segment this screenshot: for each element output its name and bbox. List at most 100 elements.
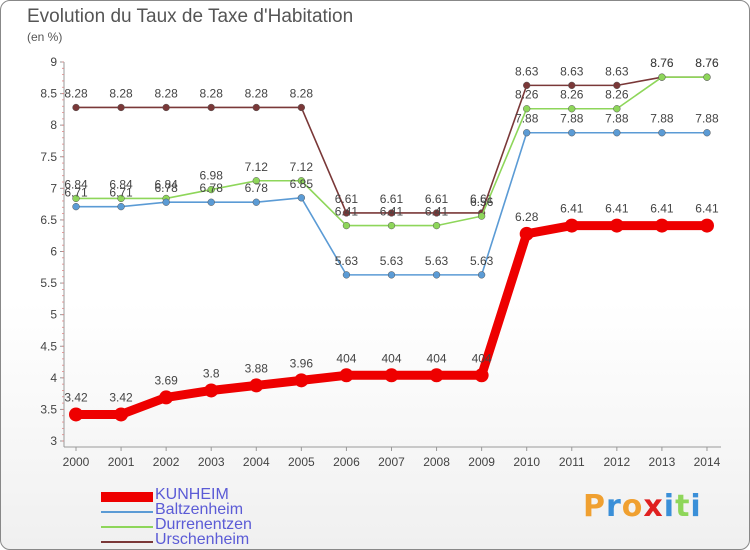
data-label: 7.88	[605, 112, 629, 126]
data-label: 404	[472, 351, 492, 365]
y-tick-label: 8.5	[40, 87, 57, 101]
data-label: 8.63	[605, 64, 629, 78]
data-label: 8.76	[650, 56, 674, 70]
data-label: 8.28	[64, 86, 88, 100]
data-point	[613, 81, 621, 90]
data-point	[72, 194, 80, 203]
series-urschenheim: 8.28 8.28 8.28 8.28 8.28 8.286.61 6.61 6.61 6.61…	[64, 56, 719, 217]
data-label: 6.41	[425, 205, 449, 219]
data-point	[477, 271, 486, 279]
data-point	[432, 271, 441, 279]
data-point	[252, 103, 260, 112]
y-tick-label: 4.5	[40, 339, 57, 353]
data-point	[162, 198, 170, 206]
data-point	[613, 129, 621, 137]
data-point	[477, 212, 486, 220]
chart-title: Evolution du Taux de Taxe d'Habitation	[27, 6, 354, 27]
data-point	[342, 209, 351, 217]
data-point	[429, 368, 444, 383]
data-label: 7.88	[515, 112, 539, 126]
data-label: 6.71	[109, 186, 133, 200]
y-tick-label: 5	[50, 308, 57, 322]
data-label: 6.56	[470, 195, 494, 209]
data-label: 7.88	[560, 112, 584, 126]
data-point	[207, 185, 215, 194]
data-label: 7.12	[290, 160, 314, 174]
logo-letter: x	[643, 489, 664, 524]
logo-letter: i	[690, 489, 702, 524]
data-label: 6.41	[560, 202, 584, 216]
data-label: 5.63	[380, 254, 404, 268]
proxiti-logo: Proxiti	[583, 489, 702, 524]
data-label: 8.63	[515, 64, 539, 78]
data-label: 8.28	[109, 86, 133, 100]
data-point	[72, 203, 80, 211]
data-label: 8.76	[695, 56, 719, 70]
x-tick-label: 2004	[243, 455, 270, 469]
data-point	[564, 218, 579, 233]
data-point	[568, 129, 576, 137]
data-point	[297, 103, 306, 112]
data-label: 8.76	[650, 56, 674, 70]
data-point	[568, 81, 576, 90]
y-tick-label: 4	[50, 371, 57, 385]
data-label: 6.41	[380, 205, 404, 219]
data-point	[568, 105, 576, 113]
data-point	[69, 407, 83, 422]
data-label: 8.26	[515, 88, 539, 102]
data-point	[117, 194, 125, 203]
logo-letter: i	[663, 489, 676, 524]
data-label: 8.63	[560, 64, 584, 78]
data-point	[249, 378, 264, 393]
data-point	[252, 198, 260, 206]
x-tick-label: 2009	[468, 455, 495, 469]
x-tick-label: 2012	[603, 455, 630, 469]
legend-label: Baltzenheim	[155, 501, 244, 518]
data-label: 3.96	[290, 356, 314, 370]
data-point	[384, 368, 399, 383]
data-label: 6.78	[154, 181, 178, 195]
data-point	[699, 218, 714, 233]
data-label: 5.63	[335, 254, 359, 268]
data-point	[117, 203, 125, 211]
logo-letter: t	[675, 489, 691, 524]
y-tick-label: 6.5	[40, 213, 57, 227]
x-tick-label: 2001	[108, 455, 135, 469]
data-label: 3.88	[245, 361, 269, 375]
x-tick-label: 2013	[649, 455, 676, 469]
data-point	[523, 105, 531, 113]
legend-swatch	[101, 526, 153, 528]
data-label: 6.85	[290, 177, 314, 191]
legend-label: Durrenentzen	[155, 516, 252, 533]
x-tick-label: 2008	[423, 455, 450, 469]
data-point	[342, 221, 351, 230]
y-tick-label: 3	[50, 434, 57, 448]
data-label: 3.69	[154, 373, 178, 387]
data-point	[432, 209, 441, 217]
y-tick-label: 9	[50, 55, 57, 69]
data-label: 8.28	[154, 86, 178, 100]
y-tick-label: 5.5	[40, 276, 57, 290]
data-point	[654, 218, 669, 233]
data-point	[207, 103, 215, 112]
data-point	[432, 221, 441, 230]
data-label: 6.84	[109, 177, 133, 191]
x-tick-label: 2005	[288, 455, 315, 469]
data-point	[204, 383, 219, 398]
y-tick-label: 7	[50, 181, 57, 195]
y-tick-label: 8	[50, 118, 57, 132]
logo-letter: r	[606, 489, 622, 524]
x-tick-label: 2007	[378, 455, 405, 469]
data-point	[523, 81, 531, 90]
data-point	[658, 73, 666, 81]
data-point	[613, 105, 621, 113]
data-point	[339, 368, 354, 383]
data-point	[297, 177, 306, 185]
legend-swatch	[101, 541, 153, 543]
data-label: 8.28	[290, 86, 314, 100]
series-baltzenheim: 6.71 6.71 6.78 6.78 6.78 6.85 5.63 5.63 5.63 5.63…	[64, 112, 719, 279]
data-label: 8.28	[245, 86, 269, 100]
data-label: 3.42	[64, 390, 88, 404]
data-label: 7.88	[695, 112, 719, 126]
